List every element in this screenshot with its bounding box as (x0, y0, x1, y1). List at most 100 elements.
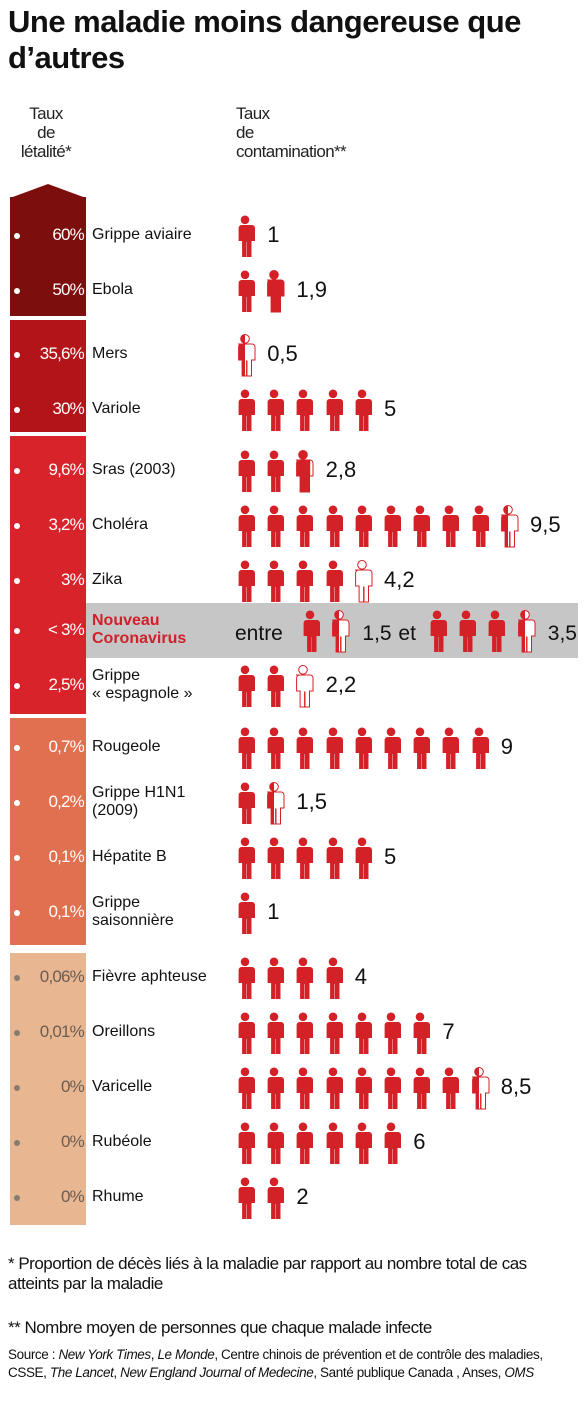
fatality-group-2-background (10, 320, 86, 432)
source-part: The Lancet (49, 1365, 114, 1380)
contamination-person-icon (267, 269, 285, 312)
disease-name-line: Zika (92, 570, 123, 588)
coronavirus-max-person-icon (459, 610, 477, 652)
contamination-person-icon (325, 1122, 343, 1164)
disease-name-line: Coronavirus (92, 629, 187, 647)
disease-name: Sras (2003) (92, 461, 232, 479)
disease-name: Varicelle (92, 1078, 232, 1096)
contamination-person-icon (238, 892, 255, 934)
row-bullet-icon (14, 909, 20, 916)
disease-name-line: Rhume (92, 1187, 144, 1205)
coronavirus-min-person-icon (303, 610, 320, 652)
disease-name-line: Grippe aviaire (92, 225, 192, 243)
header-right-line-3: contamination** (236, 142, 347, 161)
contamination-person-icon (238, 389, 255, 431)
contamination-value: 4 (354, 963, 368, 989)
fatality-rate-value: 30% (52, 398, 84, 418)
contamination-person-icon (325, 389, 343, 431)
contamination-person-icon (267, 450, 285, 492)
disease-name-line: Nouveau (92, 611, 160, 629)
fatality-rate-value: 0% (61, 1076, 85, 1096)
contamination-person-icon (500, 504, 519, 547)
disease-name: Rubéole (92, 1133, 232, 1151)
contamination-person-icon (238, 505, 255, 547)
row-bullet-icon (14, 627, 20, 634)
disease-name-line: Rubéole (92, 1132, 152, 1150)
contamination-person-icon (238, 270, 255, 312)
contamination-person-icon (413, 505, 431, 547)
coronavirus-max-value: 3,5 (547, 622, 577, 645)
row-bullet-icon (14, 974, 20, 981)
coronavirus-range-mid: et (398, 622, 416, 645)
fatality-rate-value: 2,5% (48, 674, 84, 694)
contamination-person-icon (384, 727, 401, 769)
disease-name-line: Grippe H1N1 (92, 783, 186, 801)
disease-name-line: Grippe (92, 666, 141, 684)
contamination-person-icon (325, 505, 343, 547)
header-right-line-1: Taux (236, 104, 270, 123)
contamination-value: 9,5 (530, 511, 561, 537)
row-bullet-icon (14, 522, 20, 529)
contamination-value: 1 (267, 898, 280, 924)
source-part: New England Journal of Medecine (120, 1365, 314, 1380)
contamination-person-icon (238, 665, 255, 707)
contamination-person-icon (267, 727, 285, 769)
contamination-person-icon (325, 727, 343, 769)
row-bullet-icon (14, 1139, 20, 1146)
contamination-person-icon (267, 781, 285, 824)
contamination-person-icon (238, 782, 255, 824)
disease-name: Grippe saisonnière (92, 894, 232, 930)
fatality-rate-value: 35,6% (39, 343, 85, 363)
fatality-group-5-background (10, 953, 86, 1225)
coronavirus-max-person-icon (517, 609, 536, 652)
disease-name-line: (2009) (92, 801, 139, 819)
contamination-value: 5 (384, 395, 397, 421)
fatality-rate-value: 50% (52, 279, 84, 299)
disease-name-line: Rougeole (92, 737, 161, 755)
source-part: , Centre chinois de prévention et de con… (8, 1347, 543, 1380)
contamination-person-icon (238, 1012, 255, 1054)
disease-name-line: Ebola (92, 280, 133, 298)
header-fatality-rate: Taux de létalité* (10, 104, 82, 161)
source-part: , Santé publique Canada , Anses, (313, 1365, 505, 1380)
coronavirus-max-person-icon (488, 610, 506, 652)
contamination-person-icon (296, 1012, 314, 1054)
contamination-person-icon (267, 1177, 285, 1219)
contamination-person-icon (267, 957, 285, 999)
disease-name-line: Variole (92, 399, 141, 417)
fatality-rate-value: 0,7% (48, 736, 84, 756)
contamination-person-icon (238, 1067, 255, 1109)
contamination-person-icon (325, 560, 343, 602)
disease-name: Grippe H1N1 (2009) (92, 784, 232, 820)
disease-name-line: Sras (2003) (92, 460, 176, 478)
disease-name: Rougeole (92, 738, 232, 756)
contamination-person-icon (354, 1122, 372, 1164)
contamination-person-icon (296, 560, 314, 602)
disease-name-line: Mers (92, 344, 128, 362)
contamination-person-icon (296, 449, 314, 492)
row-bullet-icon (14, 682, 20, 689)
source-part: , (150, 1347, 158, 1362)
disease-name: Nouveau Coronavirus (92, 612, 232, 648)
disease-name: Rhume (92, 1188, 232, 1206)
disease-name: Zika (92, 571, 232, 589)
disease-name: Hépatite B (92, 848, 232, 866)
contamination-person-icon (238, 333, 256, 376)
fatality-rate-value: 60% (52, 224, 84, 244)
contamination-person-icon (296, 389, 314, 431)
header-contamination-rate: Taux de contamination** (236, 104, 436, 161)
fatality-group-1-background (10, 197, 86, 316)
contamination-person-icon (267, 560, 285, 602)
row-bullet-icon (14, 467, 20, 474)
contamination-person-icon (413, 1067, 431, 1109)
contamination-person-icon (442, 727, 460, 769)
contamination-person-icon (442, 1067, 460, 1109)
footnote-contamination: ** Nombre moyen de personnes que chaque … (8, 1318, 432, 1337)
row-bullet-icon (14, 232, 20, 239)
contamination-person-icon (413, 1012, 431, 1054)
contamination-value: 6 (413, 1128, 426, 1154)
disease-name-line: Fièvre aphteuse (92, 967, 207, 985)
header-left-line-2: de (37, 123, 55, 142)
row-bullet-icon (14, 577, 20, 584)
contamination-person-icon (267, 1122, 285, 1164)
